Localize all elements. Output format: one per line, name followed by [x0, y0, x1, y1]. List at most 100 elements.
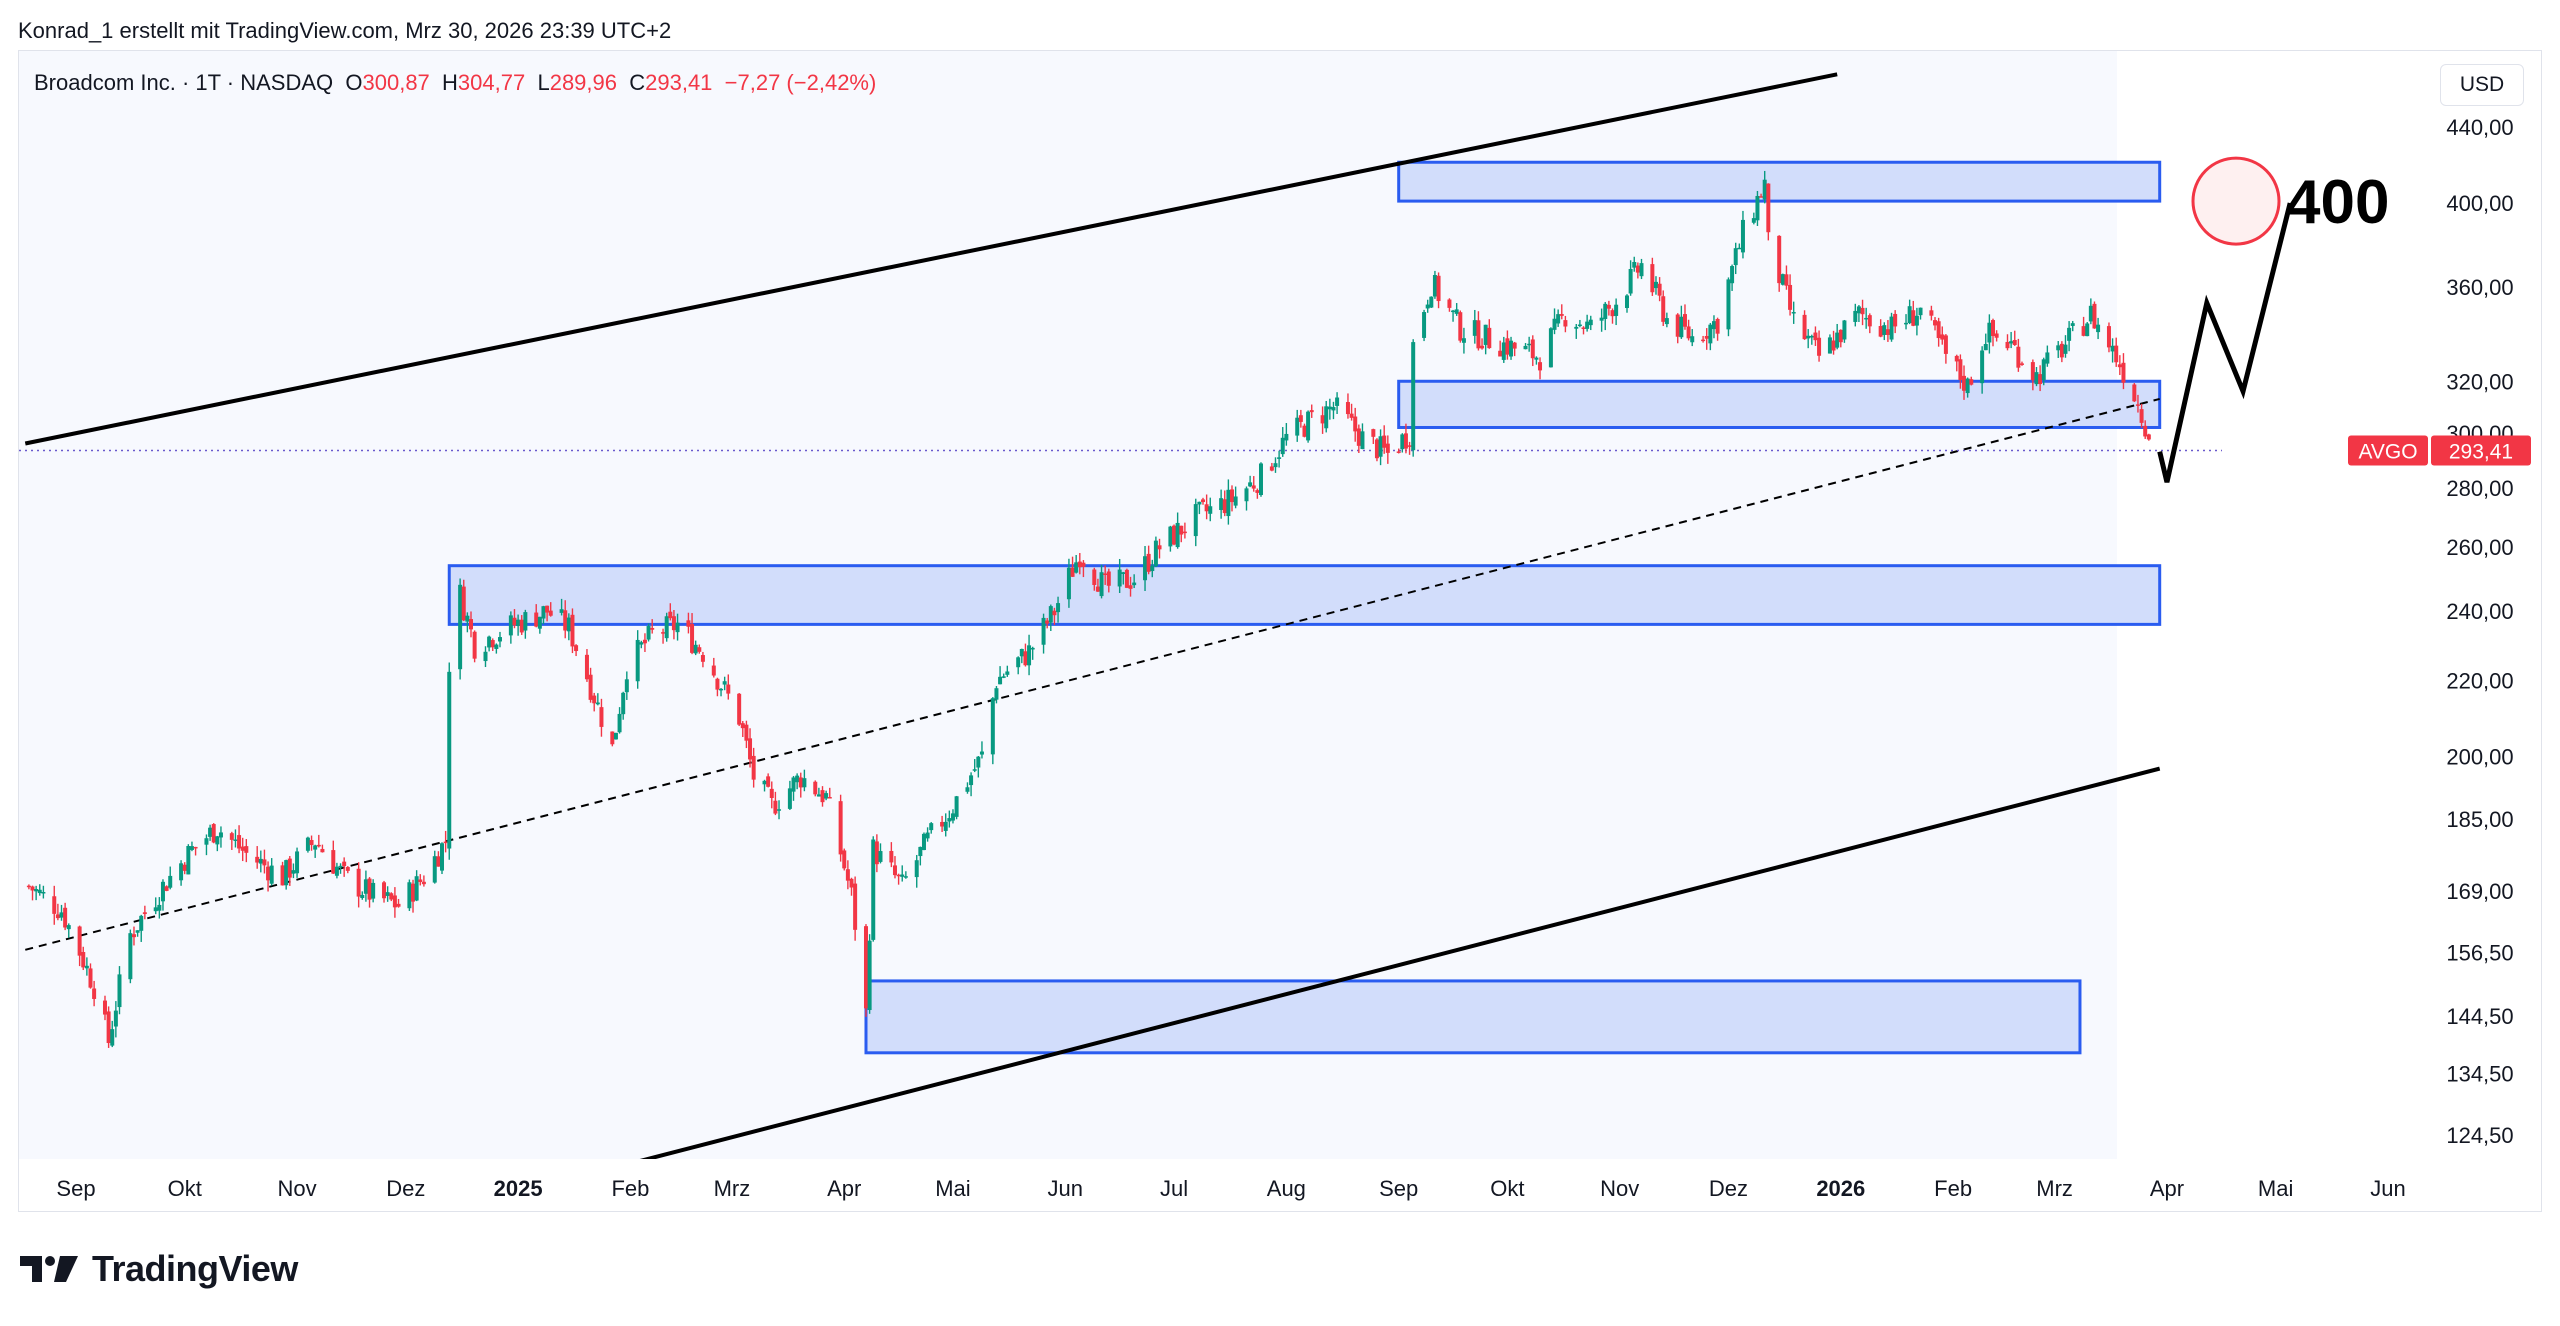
- candle[interactable]: [1349, 403, 1354, 421]
- candle[interactable]: [113, 1001, 118, 1038]
- candle[interactable]: [816, 787, 821, 797]
- candle[interactable]: [334, 862, 339, 879]
- candle[interactable]: [1599, 308, 1604, 332]
- candle[interactable]: [189, 841, 194, 852]
- candle[interactable]: [1208, 497, 1213, 522]
- candle[interactable]: [1835, 323, 1840, 350]
- candle[interactable]: [998, 666, 1003, 685]
- candle[interactable]: [1016, 656, 1021, 675]
- candle[interactable]: [802, 769, 807, 792]
- candle[interactable]: [972, 759, 977, 773]
- candle[interactable]: [1027, 634, 1032, 676]
- candle[interactable]: [791, 775, 796, 801]
- candle[interactable]: [269, 858, 274, 886]
- candle[interactable]: [979, 741, 984, 759]
- candle[interactable]: [483, 646, 488, 668]
- candle[interactable]: [744, 720, 749, 749]
- candle[interactable]: [1969, 376, 1974, 386]
- candle[interactable]: [762, 779, 767, 792]
- candle[interactable]: [925, 827, 930, 842]
- candle[interactable]: [686, 612, 691, 634]
- candle[interactable]: [84, 957, 89, 976]
- candle[interactable]: [1588, 315, 1593, 331]
- candle[interactable]: [838, 794, 843, 862]
- candle[interactable]: [1056, 596, 1061, 623]
- candle[interactable]: [233, 829, 238, 848]
- candle[interactable]: [88, 963, 93, 989]
- candle[interactable]: [1867, 313, 1872, 334]
- candle[interactable]: [142, 905, 147, 920]
- candle[interactable]: [613, 732, 618, 740]
- candle[interactable]: [1777, 235, 1782, 292]
- candle[interactable]: [1117, 558, 1122, 593]
- candle[interactable]: [1403, 423, 1408, 454]
- candle[interactable]: [1168, 525, 1173, 552]
- candle[interactable]: [92, 980, 97, 1007]
- candle[interactable]: [414, 870, 419, 902]
- candle[interactable]: [494, 643, 499, 654]
- candle[interactable]: [1788, 274, 1793, 316]
- candle[interactable]: [516, 614, 521, 636]
- candle[interactable]: [566, 613, 571, 641]
- candle[interactable]: [2121, 353, 2126, 390]
- candle[interactable]: [1563, 315, 1568, 333]
- candle[interactable]: [1606, 300, 1611, 316]
- candle[interactable]: [1965, 377, 1970, 398]
- candle[interactable]: [748, 728, 753, 768]
- candle[interactable]: [1711, 315, 1716, 339]
- candle[interactable]: [1432, 270, 1437, 299]
- candle[interactable]: [360, 891, 365, 900]
- candle[interactable]: [389, 892, 394, 902]
- candle[interactable]: [2070, 320, 2075, 332]
- candle[interactable]: [1802, 310, 1807, 340]
- candle[interactable]: [671, 609, 676, 640]
- candle[interactable]: [1577, 319, 1582, 328]
- candle[interactable]: [1509, 336, 1514, 360]
- candle[interactable]: [367, 877, 372, 908]
- candle[interactable]: [262, 849, 267, 874]
- candle[interactable]: [1817, 330, 1822, 362]
- candle[interactable]: [1614, 298, 1619, 326]
- candle[interactable]: [1682, 304, 1687, 330]
- candle[interactable]: [1320, 406, 1325, 434]
- candle[interactable]: [1248, 475, 1253, 488]
- candle[interactable]: [472, 630, 477, 663]
- support-resistance-zone[interactable]: [864, 979, 2082, 1055]
- candle[interactable]: [1407, 441, 1412, 455]
- candle[interactable]: [990, 697, 995, 765]
- candle[interactable]: [947, 810, 952, 828]
- candle[interactable]: [1679, 305, 1684, 339]
- candle[interactable]: [849, 877, 854, 896]
- candle[interactable]: [827, 787, 832, 799]
- candle[interactable]: [2132, 383, 2137, 402]
- candle[interactable]: [1929, 305, 1934, 321]
- candle[interactable]: [1019, 648, 1024, 664]
- candle[interactable]: [432, 850, 437, 884]
- candle[interactable]: [795, 773, 800, 790]
- candle[interactable]: [595, 693, 600, 706]
- candle[interactable]: [1864, 307, 1869, 329]
- candle[interactable]: [874, 834, 879, 873]
- candle[interactable]: [1585, 314, 1590, 332]
- candle[interactable]: [1657, 277, 1662, 302]
- candle[interactable]: [2056, 341, 2061, 358]
- candle[interactable]: [1831, 330, 1836, 355]
- candle[interactable]: [1454, 303, 1459, 316]
- candle[interactable]: [1331, 401, 1336, 420]
- candle[interactable]: [1106, 568, 1111, 593]
- candle[interactable]: [363, 870, 368, 902]
- candle[interactable]: [508, 611, 513, 644]
- candle[interactable]: [512, 609, 517, 629]
- candle[interactable]: [1269, 462, 1274, 472]
- candle[interactable]: [30, 885, 35, 901]
- candle[interactable]: [461, 579, 466, 622]
- candle[interactable]: [650, 619, 655, 634]
- candle[interactable]: [465, 612, 470, 633]
- candle[interactable]: [1327, 398, 1332, 420]
- candle[interactable]: [842, 848, 847, 871]
- candle[interactable]: [345, 866, 350, 874]
- candle[interactable]: [1255, 488, 1260, 499]
- candle[interactable]: [661, 628, 666, 644]
- candle[interactable]: [813, 780, 818, 797]
- candle[interactable]: [610, 731, 615, 747]
